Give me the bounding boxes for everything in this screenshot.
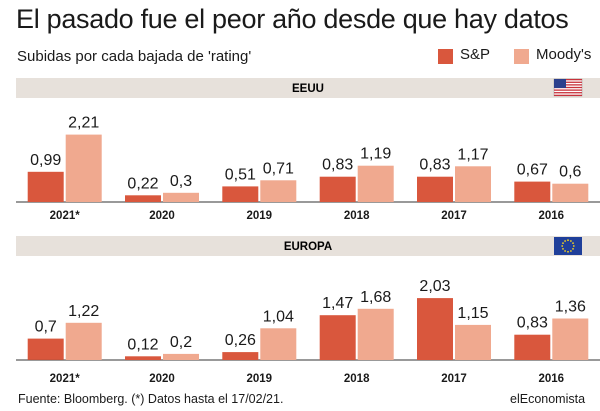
bar-eeuu-sp-4 — [417, 176, 453, 202]
bar-europa-sp-5 — [514, 334, 551, 360]
bar-europa-sp-3 — [319, 315, 356, 360]
data-label-eeuu-moodys-0: 2,21 — [68, 115, 99, 132]
data-label-europa-sp-1: 0,12 — [127, 336, 158, 353]
data-label-europa-sp-2: 0,26 — [225, 332, 256, 349]
bar-eeuu-sp-2 — [222, 186, 259, 202]
bar-europa-moodys-1 — [163, 353, 199, 360]
footer-brand: elEconomista — [510, 392, 586, 406]
bar-eeuu-sp-3 — [319, 176, 356, 202]
data-label-eeuu-moodys-2: 0,71 — [263, 160, 294, 177]
bar-eeuu-moodys-0 — [65, 134, 102, 202]
data-label-europa-moodys-4: 1,15 — [457, 305, 488, 322]
bar-eeuu-moodys-2 — [260, 180, 297, 202]
data-label-eeuu-moodys-1: 0,3 — [170, 173, 192, 190]
category-label-eeuu-5: 2016 — [539, 210, 565, 222]
bar-europa-sp-4 — [417, 298, 453, 360]
bar-eeuu-sp-0 — [27, 171, 64, 202]
data-label-eeuu-sp-4: 0,83 — [419, 157, 450, 174]
bar-eeuu-sp-1 — [125, 195, 161, 202]
data-label-eeuu-moodys-5: 0,6 — [559, 164, 581, 181]
legend: S&P Moody's — [438, 46, 600, 66]
data-label-eeuu-sp-0: 0,99 — [30, 152, 61, 169]
data-label-eeuu-sp-5: 0,67 — [517, 162, 548, 179]
category-label-eeuu-0: 2021* — [50, 210, 81, 222]
category-label-europa-2: 2019 — [247, 373, 273, 385]
us-flag-icon — [553, 78, 583, 97]
bar-europa-moodys-2 — [260, 328, 297, 360]
category-label-europa-3: 2018 — [344, 373, 370, 385]
bar-eeuu-moodys-1 — [163, 192, 199, 202]
category-label-europa-0: 2021* — [50, 373, 81, 385]
data-label-europa-moodys-3: 1,68 — [360, 289, 391, 306]
eu-flag-icon — [554, 237, 582, 255]
data-label-europa-moodys-2: 1,04 — [263, 308, 294, 325]
data-label-europa-sp-0: 0,7 — [35, 319, 57, 336]
panel-title-eeuu: EEUU — [292, 83, 324, 95]
bar-europa-sp-0 — [27, 338, 64, 360]
data-label-europa-sp-3: 1,47 — [322, 295, 353, 312]
data-label-europa-moodys-1: 0,2 — [170, 334, 192, 351]
footer-source: Fuente: Bloomberg. (*) Datos hasta el 17… — [18, 392, 284, 406]
data-label-europa-sp-4: 2,03 — [419, 278, 450, 295]
legend-label-sp: S&P — [460, 46, 491, 63]
bar-europa-moodys-4 — [455, 324, 491, 360]
category-label-europa-5: 2016 — [539, 373, 565, 385]
chart-title: El pasado fue el peor año desde que hay … — [16, 4, 569, 34]
bar-eeuu-sp-5 — [514, 181, 551, 202]
legend-label-moodys: Moody's — [536, 46, 592, 63]
bar-europa-moodys-5 — [552, 318, 589, 360]
category-label-europa-1: 2020 — [149, 373, 175, 385]
bar-eeuu-moodys-4 — [455, 166, 491, 202]
bar-europa-sp-1 — [125, 356, 161, 360]
bar-europa-sp-2 — [222, 352, 259, 360]
category-label-eeuu-2: 2019 — [247, 210, 273, 222]
data-label-europa-moodys-5: 1,36 — [555, 299, 586, 316]
bar-europa-moodys-0 — [65, 322, 102, 360]
data-label-eeuu-sp-1: 0,22 — [127, 175, 158, 192]
bar-eeuu-moodys-5 — [552, 183, 589, 202]
data-label-eeuu-sp-2: 0,51 — [225, 166, 256, 183]
data-label-europa-moodys-0: 1,22 — [68, 303, 99, 320]
panel-band-0 — [16, 78, 600, 98]
panel-band-1 — [16, 236, 600, 256]
panel-title-europa: EUROPA — [284, 241, 332, 253]
category-label-eeuu-4: 2017 — [441, 210, 467, 222]
category-label-eeuu-3: 2018 — [344, 210, 370, 222]
legend-swatch-sp — [438, 49, 453, 64]
legend-swatch-moodys — [514, 49, 529, 64]
chart-subtitle: Subidas por cada bajada de 'rating' — [17, 48, 252, 65]
data-label-eeuu-moodys-3: 1,19 — [360, 146, 391, 163]
bar-eeuu-moodys-3 — [357, 165, 394, 202]
data-label-europa-sp-5: 0,83 — [517, 315, 548, 332]
data-label-eeuu-moodys-4: 1,17 — [457, 146, 488, 163]
category-label-eeuu-1: 2020 — [149, 210, 175, 222]
bar-europa-moodys-3 — [357, 308, 394, 360]
category-label-europa-4: 2017 — [441, 373, 467, 385]
data-label-eeuu-sp-3: 0,83 — [322, 157, 353, 174]
